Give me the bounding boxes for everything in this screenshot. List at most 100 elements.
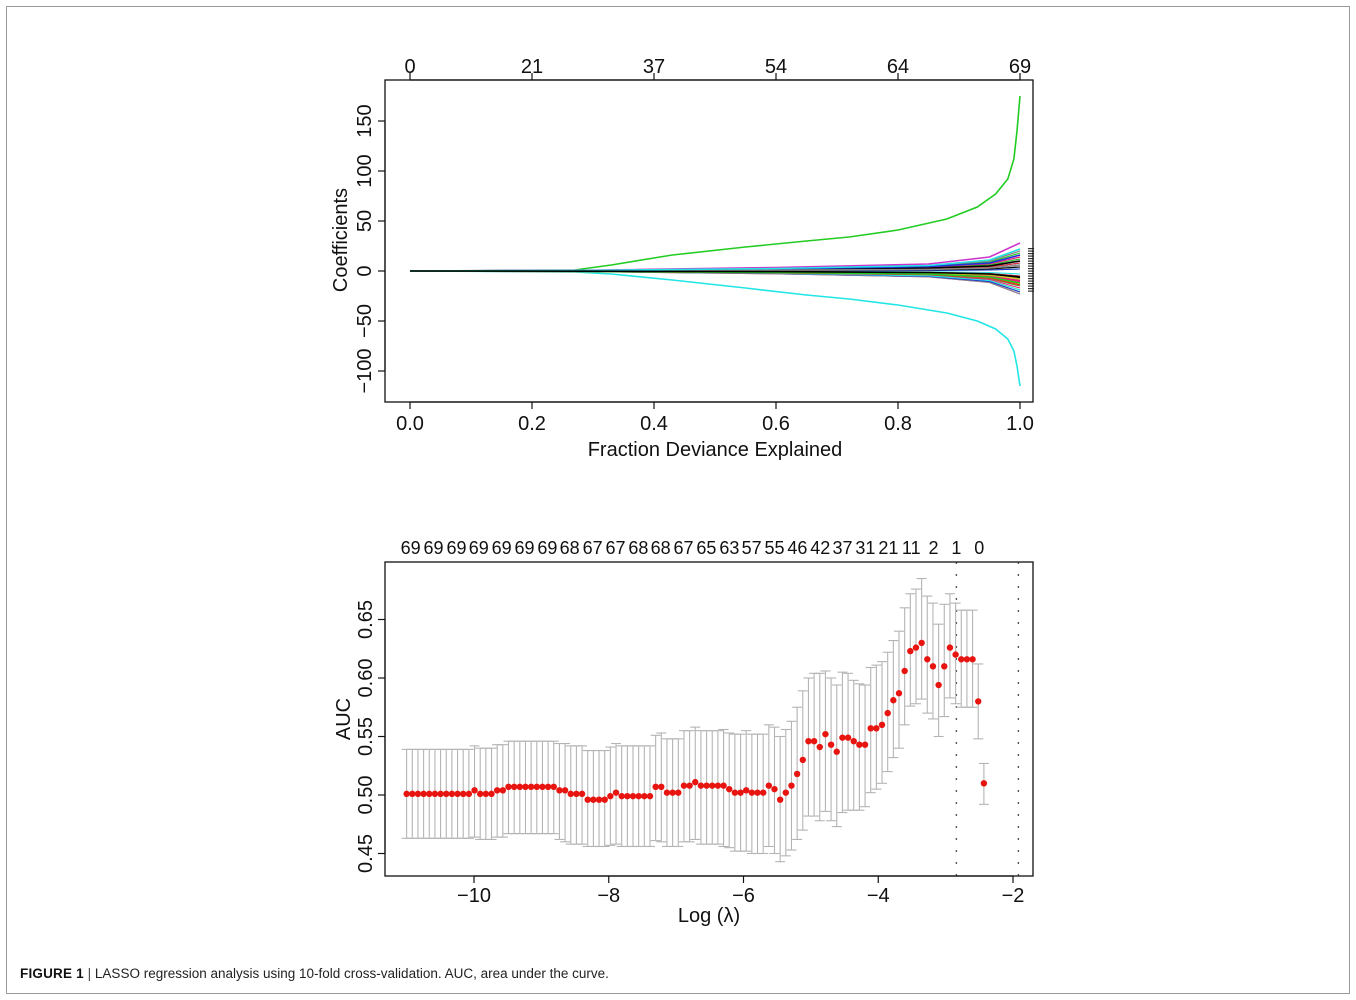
auc-point [573, 791, 579, 797]
auc-cv-chart: −10 −8 −6 −4 −2Log (λ)69 69 69 69 69 69 69 68 67 67 68… [333, 538, 1024, 927]
auc-point [743, 787, 749, 793]
auc-point [647, 793, 653, 799]
auc-point [511, 784, 517, 790]
auc-point [737, 789, 743, 795]
auc-point [675, 789, 681, 795]
y-tick-label: 50 [354, 210, 376, 232]
top-tick-label: 67 [674, 538, 694, 558]
auc-point [777, 796, 783, 802]
auc-point [771, 786, 777, 792]
auc-point [851, 738, 857, 744]
y-tick-label: 100 [354, 154, 376, 187]
coefficient-path [410, 271, 1020, 386]
auc-point [845, 734, 851, 740]
top-tick-label: 54 [765, 56, 787, 78]
auc-point [952, 651, 958, 657]
x-tick-label: 0.4 [640, 413, 668, 435]
top-tick-label: 69 [424, 538, 444, 558]
auc-point [788, 782, 794, 788]
auc-point [488, 791, 494, 797]
auc-point [437, 791, 443, 797]
top-tick-label: 69 [537, 538, 557, 558]
auc-point [466, 791, 472, 797]
auc-point [783, 789, 789, 795]
figure-caption: FIGURE 1 | LASSO regression analysis usi… [20, 966, 609, 981]
auc-point [664, 789, 670, 795]
y-tick-label: 0.50 [355, 776, 377, 815]
auc-point [471, 787, 477, 793]
y-tick-label: 0.65 [355, 600, 377, 639]
top-tick-label: 57 [742, 538, 762, 558]
auc-point [698, 782, 704, 788]
top-tick-label: 1 [951, 538, 961, 558]
auc-point [924, 656, 930, 662]
auc-point [692, 779, 698, 785]
top-tick-label: 67 [605, 538, 625, 558]
top-tick-label: 21 [521, 56, 543, 78]
auc-point [681, 782, 687, 788]
auc-point [839, 734, 845, 740]
auc-point [715, 782, 721, 788]
auc-point [477, 791, 483, 797]
auc-point [602, 796, 608, 802]
auc-point [415, 791, 421, 797]
y-axis-label: AUC [333, 698, 355, 740]
x-tick-label: −8 [597, 885, 620, 907]
auc-point [669, 789, 675, 795]
auc-point [884, 710, 890, 716]
top-tick-label: 69 [446, 538, 466, 558]
auc-point [556, 787, 562, 793]
auc-point [539, 784, 545, 790]
auc-point [449, 791, 455, 797]
top-tick-label: 55 [764, 538, 784, 558]
y-tick-label: 0.55 [355, 717, 377, 756]
top-tick-label: 69 [401, 538, 421, 558]
x-tick-label: 0.2 [518, 413, 546, 435]
auc-point [652, 784, 658, 790]
x-tick-label: 0.6 [762, 413, 790, 435]
auc-point [420, 791, 426, 797]
auc-point [562, 787, 568, 793]
auc-point [907, 648, 913, 654]
auc-point [868, 725, 874, 731]
top-tick-label: 37 [643, 56, 665, 78]
y-tick-label: −100 [354, 348, 376, 393]
auc-point [726, 786, 732, 792]
auc-point [749, 789, 755, 795]
top-tick-label: 68 [560, 538, 580, 558]
top-tick-label: 42 [810, 538, 830, 558]
x-tick-label: 0.8 [884, 413, 912, 435]
x-axis-label: Fraction Deviance Explained [588, 439, 843, 461]
auc-point [913, 644, 919, 650]
auc-point [794, 771, 800, 777]
top-tick-label: 2 [928, 538, 938, 558]
auc-point [613, 789, 619, 795]
auc-point [822, 731, 828, 737]
auc-point [528, 784, 534, 790]
auc-point [607, 793, 613, 799]
auc-point [828, 741, 834, 747]
auc-point [454, 791, 460, 797]
x-tick-label: −10 [457, 885, 491, 907]
auc-point [658, 784, 664, 790]
auc-point [935, 682, 941, 688]
auc-point [703, 782, 709, 788]
auc-point [941, 663, 947, 669]
auc-point [969, 656, 975, 662]
top-tick-label: 67 [583, 538, 603, 558]
auc-point [901, 668, 907, 674]
auc-point [517, 784, 523, 790]
auc-point [760, 789, 766, 795]
auc-point [964, 656, 970, 662]
auc-point [879, 722, 885, 728]
top-tick-label: 63 [719, 538, 739, 558]
auc-point [975, 698, 981, 704]
auc-point [624, 793, 630, 799]
auc-point [800, 757, 806, 763]
auc-point [981, 780, 987, 786]
auc-point [641, 793, 647, 799]
auc-point [930, 663, 936, 669]
auc-point [709, 782, 715, 788]
auc-point [483, 791, 489, 797]
top-tick-label: 37 [833, 538, 853, 558]
